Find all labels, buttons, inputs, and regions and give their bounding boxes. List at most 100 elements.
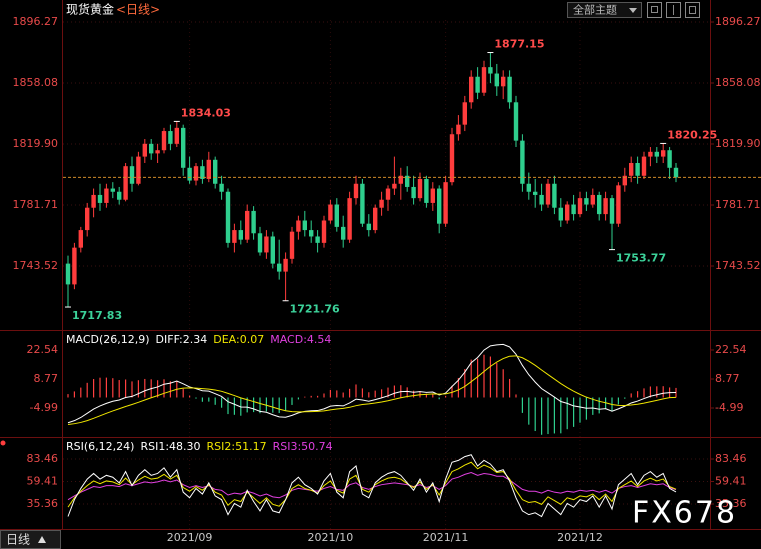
macd-bar — [67, 394, 69, 398]
candle-body — [417, 178, 423, 199]
macd-bar — [406, 387, 408, 398]
candle-body — [641, 156, 647, 176]
macd-bar — [80, 387, 82, 398]
macd-bar — [195, 397, 197, 399]
candle-body — [334, 204, 339, 227]
candle-body — [430, 188, 435, 203]
theme-button-label[interactable]: 全部主题 — [573, 3, 617, 17]
macd-bar — [579, 397, 581, 423]
macd-bar — [227, 397, 229, 415]
window-button[interactable] — [647, 2, 662, 18]
macd-bar — [541, 397, 543, 435]
candle-body — [597, 194, 602, 215]
macd-bar — [649, 386, 651, 398]
candle-body — [520, 140, 525, 184]
candle-body — [296, 220, 301, 232]
candle-body — [174, 127, 179, 144]
macd-bar — [304, 396, 306, 398]
macd-bar — [323, 393, 325, 398]
macd-bar — [105, 377, 107, 398]
y-tick-label: 1896.27 — [13, 15, 59, 28]
candle-body — [232, 230, 237, 243]
candle-body — [475, 76, 480, 93]
y-tick-label: 1858.08 — [13, 76, 59, 89]
candle-body — [315, 236, 320, 243]
candle-body — [110, 188, 115, 192]
macd-bar — [368, 392, 370, 398]
theme-button[interactable]: 全部主题 — [567, 2, 642, 18]
candle-body — [462, 102, 467, 125]
y-tick-label: 83.46 — [27, 452, 59, 465]
macd-bar — [662, 386, 664, 398]
macd-bar — [144, 378, 146, 398]
chart-title: 现货黄金 — [66, 2, 114, 17]
macd-bar — [432, 393, 434, 398]
period-tab-label[interactable]: 日线 — [6, 533, 30, 547]
candle-body — [142, 143, 147, 157]
y-tick-label: 1781.71 — [13, 198, 59, 211]
macd-bar — [265, 397, 267, 412]
candle-body — [379, 199, 384, 208]
y-tick-label-right: 1858.08 — [715, 76, 761, 89]
macd-bar — [355, 384, 357, 398]
candle-body — [225, 191, 231, 243]
candle-body — [104, 188, 109, 203]
candle-body — [526, 183, 531, 192]
candle-body — [72, 247, 77, 285]
y-tick-label-right: 22.54 — [715, 343, 747, 356]
macd-bar — [445, 395, 447, 398]
high-label: 1834.03 — [181, 106, 231, 119]
window-button[interactable] — [666, 2, 681, 18]
candle-body — [257, 233, 263, 253]
low-label: 1721.76 — [290, 303, 340, 316]
y-tick-label: 22.54 — [27, 343, 59, 356]
macd-bar — [278, 397, 280, 414]
candle-body — [360, 183, 365, 224]
macd-bar — [86, 382, 88, 398]
candle-body — [385, 188, 391, 200]
period-tab[interactable]: 日线 — [0, 530, 61, 549]
x-tick-label: 2021/12 — [557, 531, 603, 544]
candle-body — [219, 183, 224, 192]
candle-body — [181, 127, 186, 168]
pane-borders — [0, 0, 761, 530]
macd-bar — [208, 397, 210, 402]
candle-body — [648, 151, 653, 157]
macd-bar — [393, 385, 395, 398]
candle-body — [366, 223, 371, 231]
y-tick-label-right: 83.46 — [715, 452, 747, 465]
candle-body — [616, 185, 621, 224]
macd-bar — [656, 386, 658, 398]
macd-line — [67, 343, 677, 424]
alert-dot — [0, 440, 6, 446]
candle-body — [277, 263, 282, 272]
candle-body — [590, 194, 595, 205]
macd-bar — [157, 380, 159, 398]
macd-bar — [496, 363, 498, 398]
macd-bar — [310, 395, 312, 398]
macd-bar — [464, 369, 466, 398]
candle-body — [398, 175, 403, 184]
macd-bar — [438, 397, 440, 400]
candle-body — [245, 210, 250, 240]
candle-body — [622, 175, 627, 186]
theme-button-box[interactable] — [567, 2, 642, 18]
macd-bar — [573, 397, 575, 427]
macd-bar — [457, 378, 459, 398]
macd-bar — [630, 393, 632, 398]
macd-bar — [297, 397, 299, 400]
candle-body — [661, 150, 666, 157]
macd-bar — [73, 391, 75, 398]
macd-bar — [233, 397, 235, 415]
candle-body — [558, 207, 563, 221]
y-tick-label-right: -4.99 — [715, 401, 743, 414]
candle-body — [264, 236, 269, 253]
candle-body — [481, 67, 487, 93]
candle-body — [603, 198, 608, 215]
legend-entry: MACD(26,12,9) — [66, 333, 150, 346]
window-button[interactable] — [685, 2, 700, 18]
y-tick-label-right: 1819.90 — [715, 137, 761, 150]
macd-bar — [566, 397, 568, 430]
candle-body — [65, 263, 71, 285]
candle-body — [584, 198, 589, 205]
